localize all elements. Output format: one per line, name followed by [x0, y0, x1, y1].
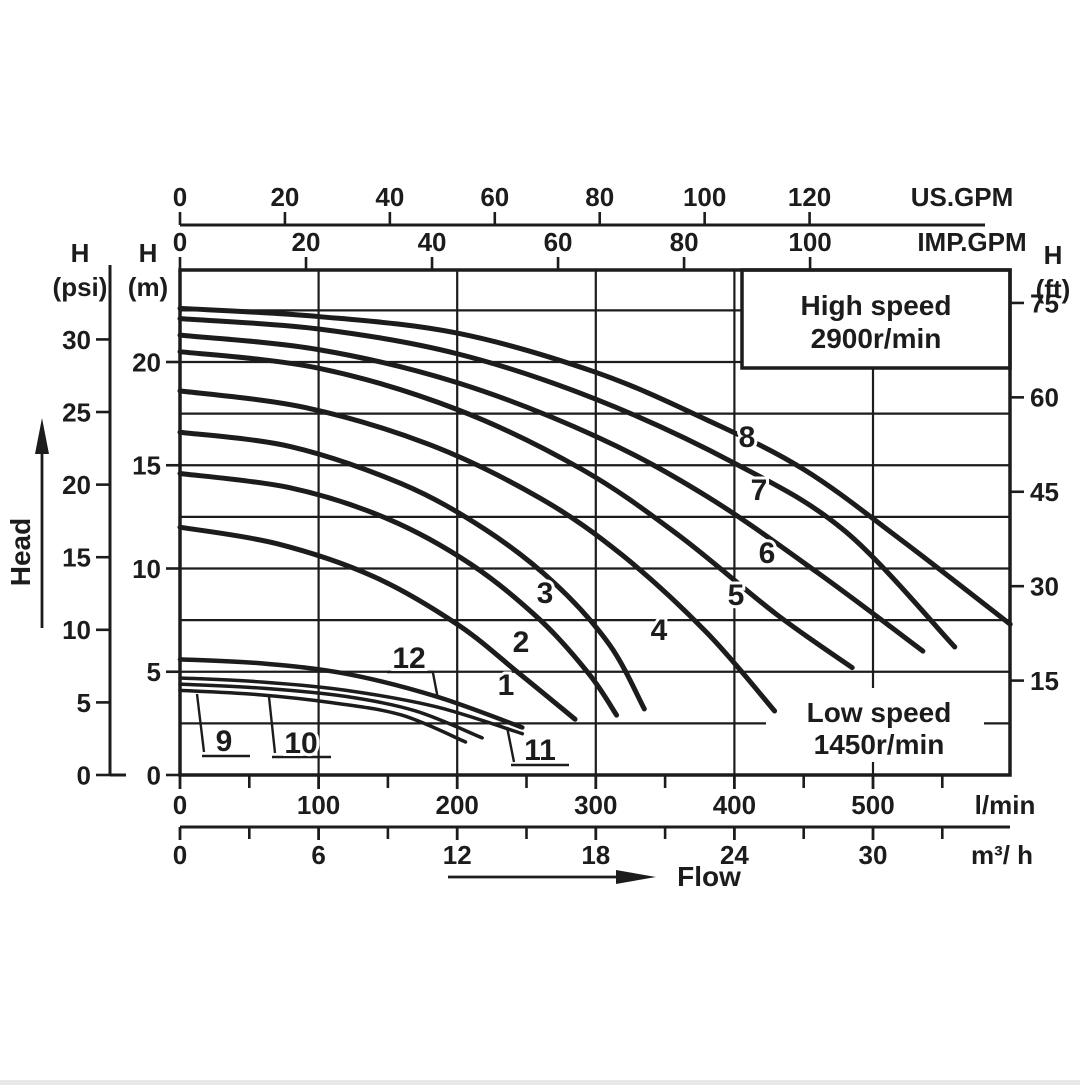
head-arrow-head: [35, 418, 49, 454]
psi-tick-label: 10: [62, 615, 91, 645]
lmin-tick-label: 100: [297, 790, 340, 820]
us-gpm-tick-label: 80: [585, 182, 614, 212]
curve-7: [177, 316, 958, 650]
imp-gpm-tick-label: 80: [670, 227, 699, 257]
m3h-tick-label: 30: [859, 840, 888, 870]
curve-label-12: 12: [392, 642, 425, 675]
curve-10: [178, 682, 484, 740]
curve-9: [178, 688, 468, 744]
ft-tick-label: 30: [1030, 572, 1059, 602]
lmin-tick-label: 200: [436, 790, 479, 820]
leader-line-9: [195, 693, 206, 753]
m-tick-label: 20: [132, 347, 161, 377]
curve-8: [177, 305, 1013, 627]
curve-label-1: 1: [498, 669, 515, 702]
psi-tick-label: 15: [62, 543, 91, 573]
imp-gpm-tick-label: 0: [173, 227, 187, 257]
leader-line-10: [267, 696, 277, 754]
curve-1: [177, 524, 578, 722]
lmin-tick-label: 300: [574, 790, 617, 820]
curve-label-11: 11: [524, 734, 556, 767]
m3h-tick-label: 0: [173, 840, 187, 870]
lmin-tick-label: 0: [173, 790, 187, 820]
curve-label-9: 9: [216, 725, 233, 758]
high-speed-label-line2: 2900r/min: [811, 323, 942, 354]
lmin-tick-label: 400: [713, 790, 756, 820]
curve-label-7: 7: [751, 474, 768, 507]
low-speed-mask: [766, 688, 984, 762]
us-gpm-tick-label: 20: [270, 182, 299, 212]
low-speed-label-line2: 1450r/min: [814, 729, 945, 760]
curve-label-6: 6: [759, 537, 776, 570]
head-axis-word: Head: [5, 518, 36, 586]
ft-tick-label: 15: [1030, 666, 1059, 696]
curve-6: [177, 332, 926, 654]
m3h-tick-label: 24: [720, 840, 749, 870]
flow-axis-word: Flow: [677, 861, 741, 892]
psi-axis-header: H: [71, 238, 90, 268]
curve-label-8: 8: [739, 421, 756, 454]
pump-curves: [177, 305, 1013, 744]
imp-gpm-tick-label: 100: [788, 227, 831, 257]
us-gpm-tick-label: 40: [375, 182, 404, 212]
lmin-tick-label: 500: [851, 790, 894, 820]
m-axis-header: H: [139, 238, 158, 268]
ft-tick-label: 60: [1030, 383, 1059, 413]
low-speed-label-line1: Low speed: [807, 697, 952, 728]
us-gpm-tick-label: 120: [788, 182, 831, 212]
psi-axis-unit: (psi): [53, 272, 108, 302]
curve-2: [177, 471, 620, 718]
us-gpm-tick-label: 60: [480, 182, 509, 212]
imp-gpm-unit-label: IMP.GPM: [917, 227, 1026, 257]
ft-tick-label: 75: [1030, 288, 1059, 318]
leader-line-12: [431, 672, 440, 700]
us-gpm-tick-label: 0: [173, 182, 187, 212]
ft-axis-header: H: [1044, 240, 1063, 270]
curve-12: [177, 657, 525, 730]
m3h-tick-label: 6: [311, 840, 325, 870]
m-tick-label: 10: [132, 554, 161, 584]
ft-axis-unit: (ft): [1036, 274, 1071, 304]
imp-gpm-tick-label: 60: [544, 227, 573, 257]
psi-tick-label: 25: [62, 397, 91, 427]
m-axis-unit: (m): [128, 272, 168, 302]
m3h-tick-label: 18: [581, 840, 610, 870]
imp-gpm-tick-label: 20: [292, 227, 321, 257]
m-tick-label: 0: [147, 760, 161, 790]
ft-tick-label: 45: [1030, 477, 1059, 507]
psi-tick-label: 5: [77, 688, 91, 718]
curve-11: [178, 676, 525, 736]
imp-gpm-tick-label: 40: [418, 227, 447, 257]
curve-label-2: 2: [513, 626, 530, 659]
axis-arrows: Flow Head: [5, 418, 741, 892]
us-gpm-tick-label: 100: [683, 182, 726, 212]
lmin-unit-label: l/min: [975, 790, 1036, 820]
leader-line-11: [505, 726, 516, 763]
psi-tick-label: 30: [62, 325, 91, 355]
us-gpm-unit-label: US.GPM: [911, 182, 1014, 212]
curve-4: [177, 388, 778, 714]
m3h-tick-label: 12: [443, 840, 472, 870]
m-tick-label: 15: [132, 451, 161, 481]
curve-3: [177, 429, 647, 712]
high-speed-label-line1: High speed: [801, 290, 952, 321]
curve-5: [177, 349, 855, 671]
m3h-unit-label: m³/ h: [971, 840, 1033, 870]
psi-tick-label: 20: [62, 470, 91, 500]
curve-label-10: 10: [284, 727, 317, 760]
curve-label-5: 5: [728, 579, 745, 612]
flow-arrow-head: [616, 870, 656, 884]
psi-tick-label: 0: [77, 760, 91, 790]
curve-label-4: 4: [651, 614, 668, 647]
curve-label-3: 3: [537, 577, 554, 610]
m-tick-label: 5: [147, 657, 161, 687]
